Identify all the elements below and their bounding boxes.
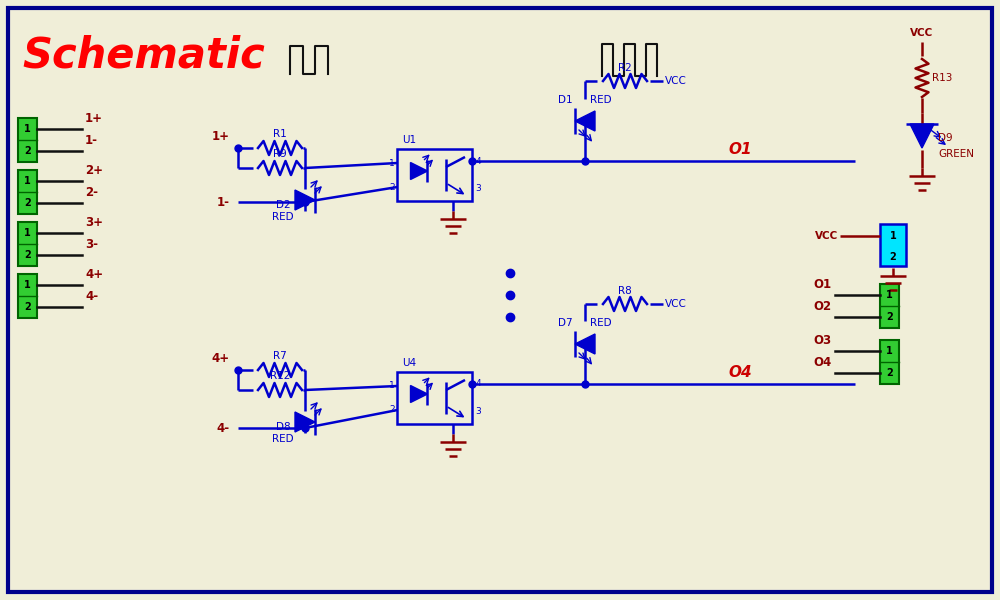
Text: 1: 1 bbox=[24, 280, 31, 290]
Text: 1: 1 bbox=[886, 346, 893, 356]
Text: 2: 2 bbox=[389, 182, 394, 191]
Text: R12: R12 bbox=[270, 371, 290, 381]
Text: U1: U1 bbox=[402, 135, 417, 145]
Polygon shape bbox=[910, 124, 934, 148]
Text: 1+: 1+ bbox=[85, 112, 103, 125]
Text: 4: 4 bbox=[476, 379, 481, 389]
Text: 1: 1 bbox=[389, 382, 394, 391]
Text: D1: D1 bbox=[558, 95, 573, 105]
Bar bbox=[18, 274, 37, 318]
Text: 2: 2 bbox=[24, 250, 31, 260]
Polygon shape bbox=[575, 111, 595, 131]
Polygon shape bbox=[410, 385, 427, 403]
Text: 2: 2 bbox=[24, 302, 31, 312]
Text: 1: 1 bbox=[886, 290, 893, 300]
Text: 4: 4 bbox=[476, 157, 481, 166]
Text: U4: U4 bbox=[402, 358, 417, 368]
Text: RED: RED bbox=[590, 318, 612, 328]
Polygon shape bbox=[295, 412, 315, 432]
Text: 2: 2 bbox=[890, 252, 896, 262]
Bar bbox=[18, 222, 37, 266]
Text: 1: 1 bbox=[24, 124, 31, 134]
Text: VCC: VCC bbox=[665, 76, 687, 86]
Text: 1+: 1+ bbox=[212, 130, 230, 143]
Bar bbox=[880, 284, 899, 328]
Bar bbox=[880, 340, 899, 384]
Text: 1: 1 bbox=[24, 176, 31, 186]
Text: O1: O1 bbox=[728, 142, 752, 157]
Text: 3-: 3- bbox=[85, 238, 98, 251]
Bar bbox=[18, 170, 37, 214]
Text: 2-: 2- bbox=[85, 186, 98, 199]
Text: R7: R7 bbox=[273, 351, 287, 361]
Text: D7: D7 bbox=[558, 318, 573, 328]
Text: 2: 2 bbox=[886, 312, 893, 322]
Text: 1-: 1- bbox=[85, 134, 98, 147]
Text: VCC: VCC bbox=[910, 28, 934, 38]
Bar bbox=[880, 224, 906, 266]
Text: O2: O2 bbox=[814, 300, 832, 313]
Text: R2: R2 bbox=[618, 63, 632, 73]
Text: 4-: 4- bbox=[85, 290, 98, 303]
Text: GREEN: GREEN bbox=[938, 149, 974, 159]
Text: O4: O4 bbox=[814, 356, 832, 369]
Text: 3+: 3+ bbox=[85, 216, 103, 229]
Text: Schematic: Schematic bbox=[22, 35, 265, 77]
Text: 4-: 4- bbox=[217, 421, 230, 434]
Polygon shape bbox=[295, 190, 315, 210]
Bar bbox=[18, 118, 37, 162]
Text: R13: R13 bbox=[932, 73, 952, 83]
Text: O3: O3 bbox=[814, 334, 832, 347]
Text: 1-: 1- bbox=[217, 196, 230, 208]
Text: 2+: 2+ bbox=[85, 164, 103, 177]
Text: R1: R1 bbox=[273, 129, 287, 139]
Text: RED: RED bbox=[272, 212, 294, 222]
Text: VCC: VCC bbox=[815, 231, 838, 241]
Text: VCC: VCC bbox=[665, 299, 687, 309]
Text: 1: 1 bbox=[24, 228, 31, 238]
Text: 3: 3 bbox=[476, 184, 481, 193]
Text: O1: O1 bbox=[814, 278, 832, 291]
Polygon shape bbox=[575, 334, 595, 354]
Text: RED: RED bbox=[590, 95, 612, 105]
Text: O4: O4 bbox=[728, 365, 752, 380]
Text: R8: R8 bbox=[618, 286, 632, 296]
Text: 2: 2 bbox=[389, 406, 394, 415]
Text: 1: 1 bbox=[890, 231, 896, 241]
Text: 2: 2 bbox=[886, 368, 893, 378]
Text: D2: D2 bbox=[276, 200, 290, 210]
Text: 4+: 4+ bbox=[85, 268, 103, 281]
Text: 2: 2 bbox=[24, 198, 31, 208]
Text: RED: RED bbox=[272, 434, 294, 444]
Text: 1: 1 bbox=[389, 158, 394, 167]
Bar bbox=[397, 372, 472, 424]
Text: D9: D9 bbox=[938, 133, 953, 143]
Text: R9: R9 bbox=[273, 149, 287, 159]
Bar bbox=[397, 149, 472, 201]
Text: 3: 3 bbox=[476, 407, 481, 416]
Polygon shape bbox=[410, 163, 427, 179]
Text: 4+: 4+ bbox=[212, 352, 230, 365]
Text: 2: 2 bbox=[24, 146, 31, 156]
Text: D8: D8 bbox=[276, 422, 290, 432]
